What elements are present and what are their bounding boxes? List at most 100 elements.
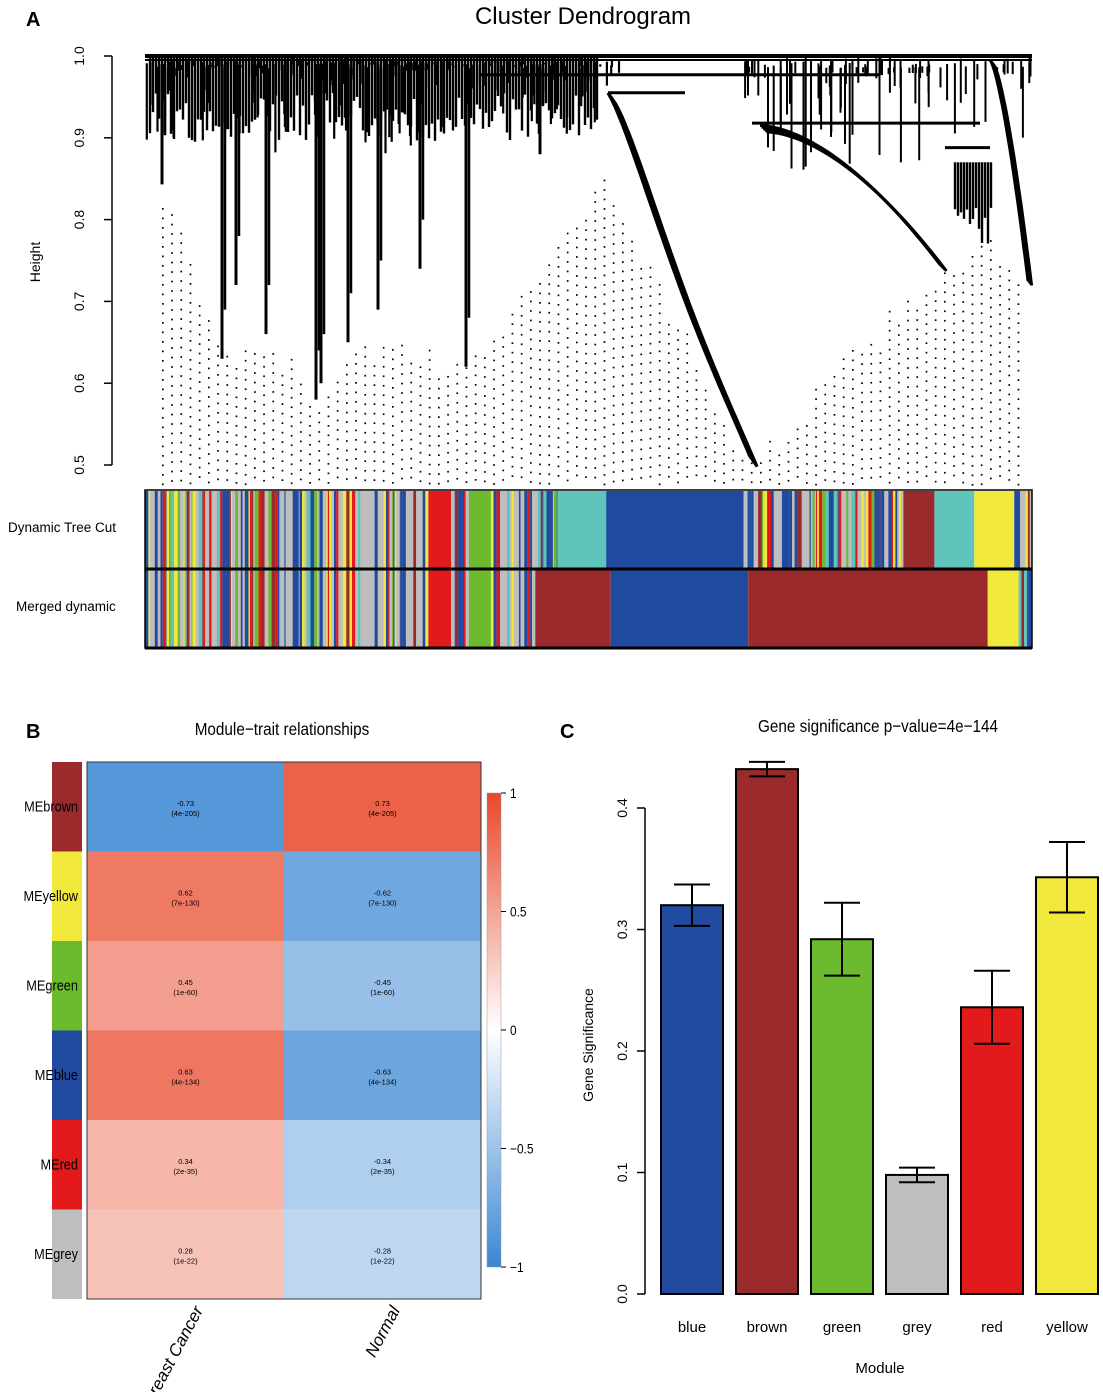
leaf-dot	[714, 441, 716, 444]
leaf-dot	[493, 473, 495, 476]
leaf-dot	[484, 471, 486, 473]
leaf-dot	[971, 360, 974, 363]
heatmap-row-label: MEgreen	[26, 977, 78, 994]
leaf-dot	[824, 422, 827, 424]
leaf-dot	[428, 378, 431, 380]
color-row-stripe	[289, 570, 293, 648]
leaf-dot	[456, 382, 459, 385]
color-row-stripe	[399, 491, 401, 569]
leaf-dot	[723, 453, 725, 456]
leaf-dot	[787, 451, 790, 454]
leaf-dot	[171, 366, 173, 368]
color-row-stripe	[368, 491, 372, 569]
color-row-stripe	[458, 570, 462, 648]
leaf-dot	[447, 451, 449, 454]
leaf-dot	[594, 267, 597, 270]
x-tick-label: blue	[678, 1319, 706, 1336]
leaf-dot	[723, 434, 725, 437]
heatmap-cell	[87, 762, 284, 852]
heatmap: MEbrown -0.73(4e-205)0.73(4e-205)MEyellow…	[23, 761, 482, 1392]
leaf-dot	[612, 404, 615, 407]
leaf-dot	[226, 469, 229, 472]
leaf-dot	[612, 366, 615, 369]
leaf-dot	[364, 412, 367, 415]
leaf-dot	[327, 472, 330, 475]
leaf-dot	[980, 245, 983, 248]
color-row-stripe	[318, 491, 320, 569]
color-row-stripe	[258, 491, 261, 569]
leaf-dot	[162, 274, 164, 277]
color-row-stripe	[350, 491, 352, 569]
color-row-stripe	[382, 570, 384, 648]
leaf-dot	[833, 480, 836, 483]
leaf-dot	[382, 479, 385, 482]
leaf-dot	[907, 357, 909, 360]
leaf-dot	[410, 448, 413, 450]
leaf-dot	[189, 406, 192, 409]
leaf-dot	[290, 368, 293, 371]
color-row-stripe	[465, 491, 469, 569]
color-row-stripe	[283, 491, 285, 569]
leaf-dot	[962, 472, 965, 474]
leaf-dot	[953, 379, 955, 382]
leaf-dot	[870, 448, 873, 451]
leaf-dot	[861, 391, 863, 394]
leaf-dot	[539, 444, 541, 447]
bar	[810, 938, 874, 1295]
color-row-segment	[748, 570, 988, 648]
leaf-dot	[364, 441, 367, 444]
color-row-stripe	[154, 570, 158, 648]
leaf-dot	[226, 403, 229, 405]
leaf-dot	[1017, 312, 1020, 315]
leaf-dot	[576, 294, 578, 296]
leaf-dot	[622, 356, 624, 358]
heatmap-cell-pvalue: (4e-134)	[368, 1077, 397, 1086]
color-row-stripe	[198, 570, 203, 648]
color-row-stripe	[534, 491, 538, 569]
color-row-stripe	[802, 491, 804, 569]
leaf-dot	[502, 450, 505, 453]
leaf-dot	[217, 431, 219, 433]
leaf-dot	[539, 406, 541, 409]
leaf-dot	[640, 401, 643, 403]
leaf-dot	[189, 435, 192, 437]
color-row-stripe	[763, 491, 765, 569]
leaf-dot	[373, 422, 376, 424]
leaf-dot	[852, 416, 854, 419]
color-row-stripe	[275, 570, 278, 648]
leaf-dot	[594, 353, 597, 355]
heatmap-cell-value: -0.63	[374, 1067, 391, 1076]
color-row-stripe	[792, 491, 795, 569]
color-row-stripe	[399, 491, 400, 569]
leaf-dot	[668, 456, 670, 459]
dendrogram-ylabel: Height	[27, 242, 43, 283]
leaf-dot	[999, 399, 1001, 401]
color-row-stripe	[253, 491, 255, 569]
leaf-dot	[198, 333, 201, 336]
leaf-dot	[944, 443, 946, 446]
y-tick-label: 0.9	[71, 128, 87, 148]
color-row-stripe	[388, 491, 390, 569]
leaf-dot	[585, 238, 587, 241]
leaf-dot	[208, 415, 210, 417]
leaf-dot	[355, 391, 357, 394]
leaf-dot	[566, 384, 569, 387]
leaf-dot	[520, 390, 523, 393]
leaf-dot	[888, 339, 891, 341]
color-row-stripe	[455, 491, 459, 569]
leaf-dot	[226, 355, 229, 358]
leaf-dot	[530, 471, 532, 474]
leaf-dot	[898, 438, 900, 441]
leaf-dot	[668, 437, 670, 440]
leaf-dot	[502, 431, 505, 434]
leaf-dot	[842, 424, 845, 427]
leaf-dot	[493, 397, 495, 400]
color-row-stripe	[428, 491, 429, 569]
leaf-dot	[622, 223, 624, 225]
leaf-dot	[649, 352, 652, 354]
leaf-dot	[382, 422, 385, 425]
heatmap-cell-value: 0.73	[375, 799, 390, 808]
leaf-dot	[971, 322, 974, 325]
color-row-segment	[987, 570, 1019, 648]
leaf-dot	[916, 395, 919, 397]
